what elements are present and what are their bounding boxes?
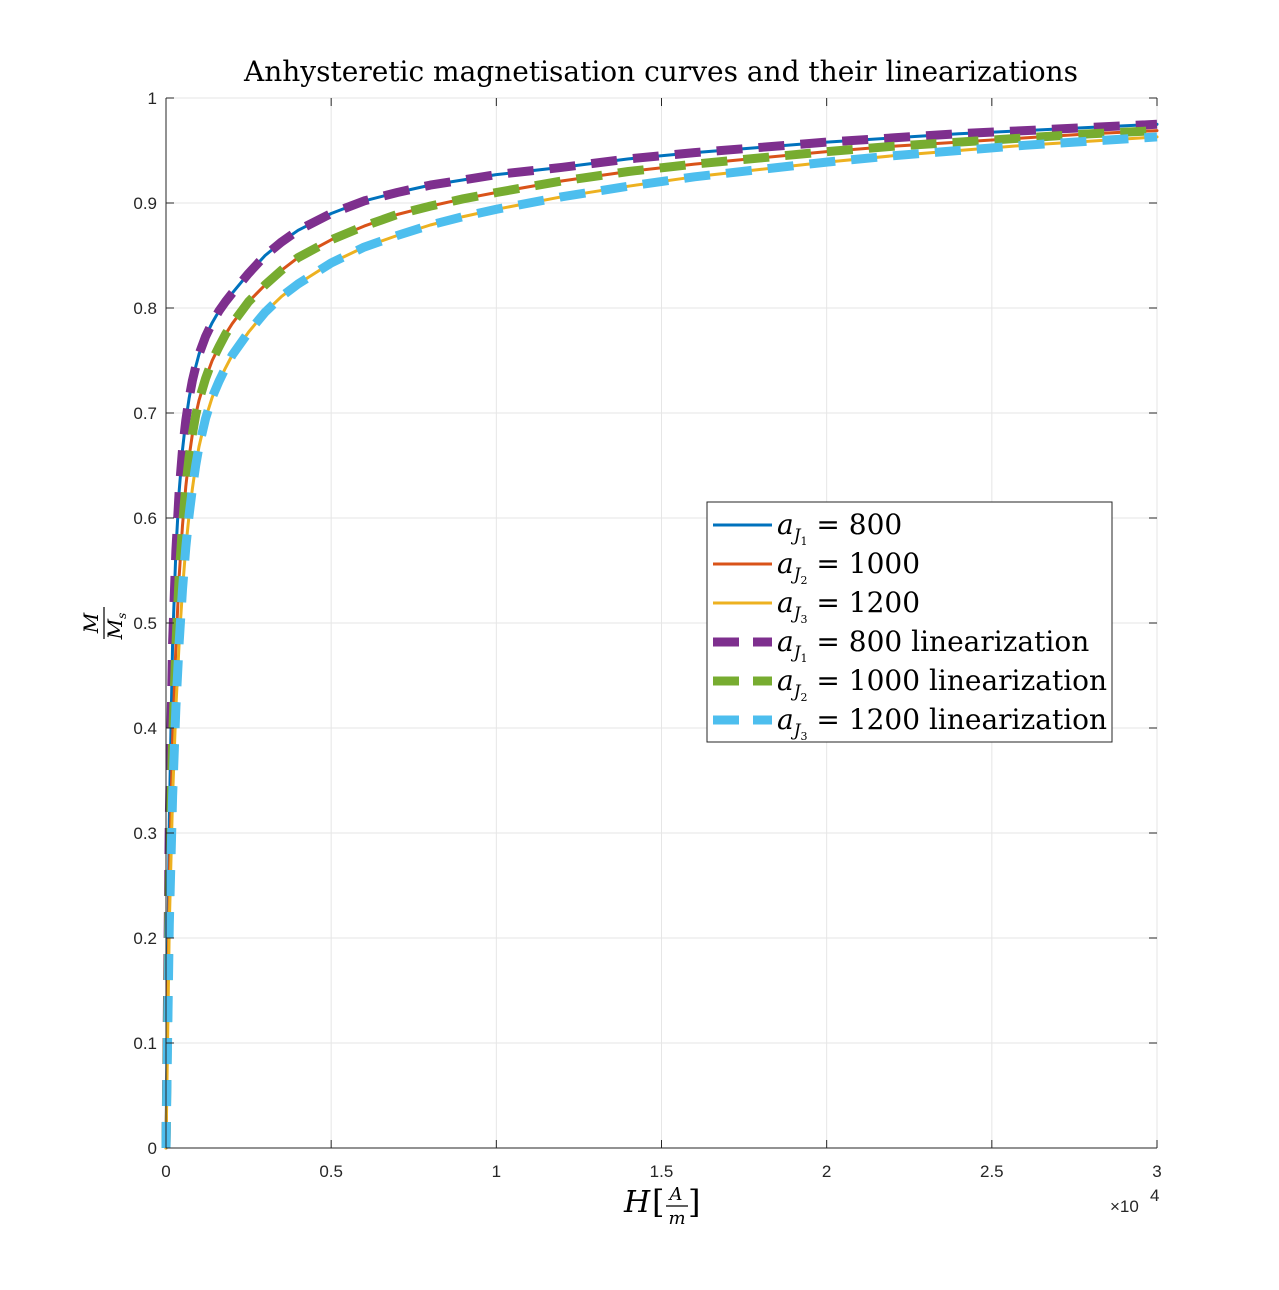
svg-text:A: A: [668, 1184, 683, 1205]
svg-text:H: H: [623, 1185, 651, 1220]
x-tick-label: 0.5: [319, 1162, 343, 1181]
x-tick-label: 1.5: [650, 1162, 674, 1181]
svg-text:4: 4: [1150, 1186, 1159, 1205]
series-line-5: [161, 126, 1158, 1149]
x-tick-label: 2: [822, 1162, 831, 1181]
x-tick-label: 1: [492, 1162, 501, 1181]
chart-title: Anhysteretic magnetisation curves and th…: [243, 55, 1078, 88]
legend-label-4: aJ1 = 800 linearization: [777, 625, 1089, 665]
y-tick-label: 0.4: [133, 719, 157, 738]
x-tick-label: 2.5: [980, 1162, 1004, 1181]
x-tick-label: 0: [161, 1162, 170, 1181]
legend-label-5: aJ2 = 1000 linearization: [777, 664, 1107, 704]
series-line-6: [161, 132, 1158, 1149]
legend-label-6: aJ3 = 1200 linearization: [777, 703, 1107, 743]
svg-text:m: m: [668, 1208, 685, 1229]
y-tick-label: 1: [148, 89, 157, 108]
series-lines: [161, 119, 1159, 1150]
svg-text:[: [: [652, 1183, 664, 1221]
y-tick-label: 0.8: [133, 299, 157, 318]
legend-label-3: aJ3 = 1200: [777, 586, 920, 626]
y-tick-label: 0.1: [133, 1034, 157, 1053]
y-tick-label: 0.9: [133, 194, 157, 213]
y-tick-label: 0.2: [133, 929, 157, 948]
x-tick-label: 3: [1152, 1162, 1161, 1181]
legend-label-2: aJ2 = 1000: [777, 547, 920, 587]
x-axis-exponent: ×10 4: [1110, 1186, 1159, 1216]
series-line-4: [161, 119, 1158, 1149]
y-tick-label: 0.5: [133, 614, 157, 633]
y-tick-label: 0.6: [133, 509, 157, 528]
y-tick-label: 0: [148, 1139, 157, 1158]
svg-text:M: M: [79, 612, 103, 634]
legend-box: [706, 501, 1113, 743]
y-tick-label: 0.3: [133, 824, 157, 843]
svg-text:]: ]: [688, 1183, 700, 1221]
ticks: 0 0.5 1 1.5 2 2.5 3 0 0.1 0.2 0.3 0.4 0.5 0.6 0.7 0.8 0.…: [133, 89, 1161, 1181]
x-axis-label: H [ A m ]: [623, 1183, 700, 1229]
svg-text:×10: ×10: [1110, 1197, 1139, 1216]
y-tick-label: 0.7: [133, 404, 157, 423]
legend-label-1: aJ1 = 800: [777, 508, 902, 548]
